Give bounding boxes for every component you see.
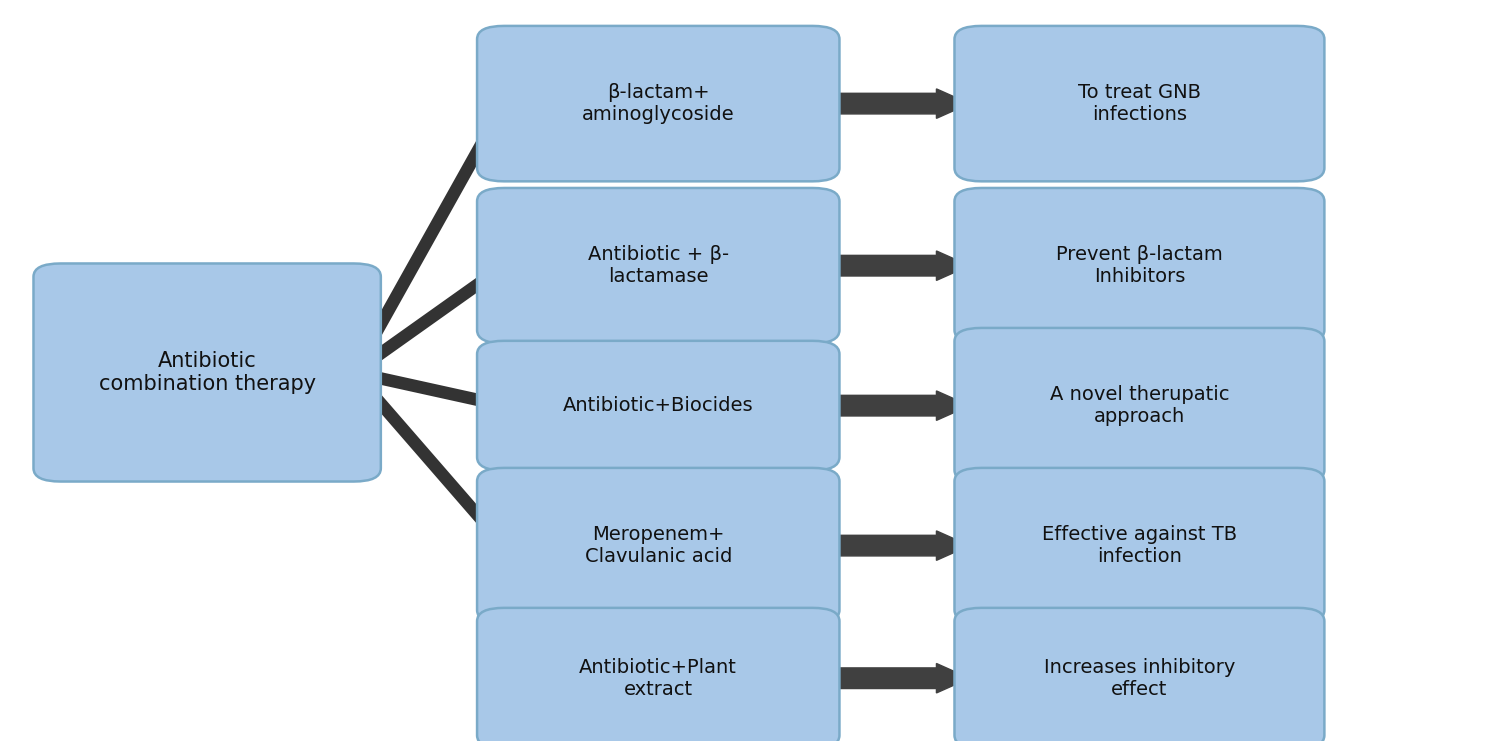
Polygon shape	[830, 89, 969, 118]
FancyBboxPatch shape	[954, 328, 1325, 484]
Text: A novel therupatic
approach: A novel therupatic approach	[1049, 385, 1229, 426]
Text: Antibiotic
combination therapy: Antibiotic combination therapy	[98, 351, 316, 394]
FancyBboxPatch shape	[954, 26, 1325, 181]
Text: β-lactam+
aminoglycoside: β-lactam+ aminoglycoside	[582, 83, 735, 124]
Text: Antibiotic + β-
lactamase: Antibiotic + β- lactamase	[588, 245, 729, 286]
FancyBboxPatch shape	[478, 608, 839, 745]
Text: Meropenem+
Clavulanic acid: Meropenem+ Clavulanic acid	[585, 525, 732, 566]
Text: Prevent β-lactam
Inhibitors: Prevent β-lactam Inhibitors	[1055, 245, 1223, 286]
FancyBboxPatch shape	[478, 26, 839, 181]
FancyBboxPatch shape	[954, 608, 1325, 745]
FancyBboxPatch shape	[954, 468, 1325, 624]
FancyBboxPatch shape	[478, 468, 839, 624]
Text: Antibiotic+Plant
extract: Antibiotic+Plant extract	[579, 658, 738, 699]
Text: Increases inhibitory
effect: Increases inhibitory effect	[1043, 658, 1235, 699]
Polygon shape	[830, 251, 969, 280]
Polygon shape	[830, 664, 969, 693]
Text: To treat GNB
infections: To treat GNB infections	[1078, 83, 1201, 124]
FancyBboxPatch shape	[954, 188, 1325, 343]
FancyBboxPatch shape	[33, 264, 381, 481]
FancyBboxPatch shape	[478, 188, 839, 343]
FancyBboxPatch shape	[478, 340, 839, 471]
Polygon shape	[830, 531, 969, 560]
Text: Effective against TB
infection: Effective against TB infection	[1042, 525, 1237, 566]
Polygon shape	[830, 391, 969, 420]
Text: Antibiotic+Biocides: Antibiotic+Biocides	[562, 396, 753, 415]
